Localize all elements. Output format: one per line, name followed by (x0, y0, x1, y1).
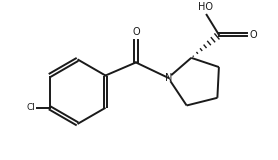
Text: HO: HO (198, 2, 213, 12)
Text: Cl: Cl (27, 103, 36, 112)
Text: O: O (249, 30, 257, 40)
Text: N: N (165, 73, 172, 83)
Text: O: O (132, 27, 140, 37)
